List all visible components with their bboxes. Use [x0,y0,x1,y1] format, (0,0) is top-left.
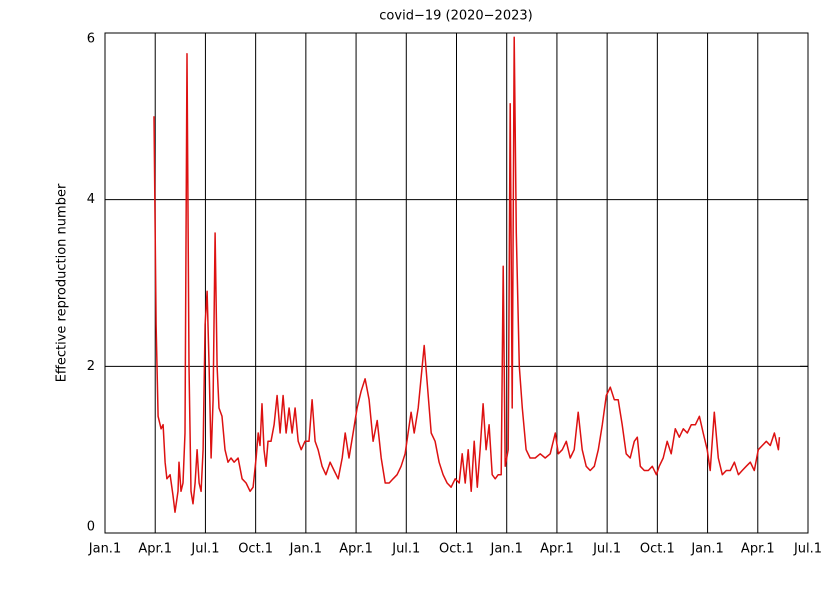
y-tick-label: 0 [87,520,95,535]
x-tick-label: Jan.1 [690,542,723,557]
x-tick-label: Apr.1 [741,542,775,557]
plot-frame [104,32,809,534]
y-axis-label: Effective reproduction number [55,183,70,382]
data-line [153,36,781,513]
x-tick-label: Apr.1 [138,542,172,557]
x-tick-label: Jan.1 [88,542,121,557]
x-tick-label: Jan.1 [289,542,322,557]
y-tick-label: 2 [87,359,95,374]
x-tick-label: Jul.1 [793,542,822,557]
y-tick-label: 6 [87,32,95,47]
x-tick-label: Oct.1 [238,542,273,557]
x-tick-label: Jul.1 [592,542,621,557]
x-tick-label: Apr.1 [339,542,373,557]
x-tick-label: Oct.1 [640,542,675,557]
x-tick-label: Jan.1 [489,542,522,557]
x-tick-label: Jul.1 [190,542,219,557]
x-tick-label: Apr.1 [540,542,574,557]
x-tick-label: Jul.1 [391,542,420,557]
chart-title: covid−19 (2020−2023) [379,9,532,24]
x-tick-label: Oct.1 [439,542,474,557]
y-tick-label: 4 [87,192,95,207]
